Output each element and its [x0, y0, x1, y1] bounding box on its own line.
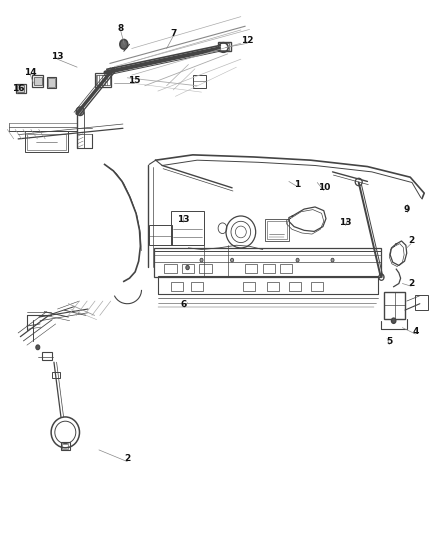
Bar [267, 282, 279, 291]
Ellipse shape [200, 259, 203, 262]
Bar [32, 75, 43, 87]
Bar [384, 292, 405, 319]
Text: 12: 12 [241, 36, 254, 45]
Bar [48, 78, 55, 87]
Bar [218, 42, 231, 51]
Bar [267, 221, 287, 239]
Text: 1: 1 [294, 180, 301, 189]
Bar [158, 276, 378, 294]
Text: 15: 15 [127, 76, 140, 85]
Bar [245, 264, 258, 273]
Bar [171, 211, 204, 245]
Text: 5: 5 [386, 337, 392, 346]
Bar [263, 264, 275, 273]
Bar [61, 442, 70, 450]
Text: 6: 6 [181, 300, 187, 309]
Bar [199, 264, 212, 273]
Ellipse shape [296, 259, 299, 262]
Text: 4: 4 [412, 327, 419, 336]
Bar [220, 43, 230, 50]
Bar [164, 264, 177, 273]
Bar [17, 85, 24, 92]
Ellipse shape [120, 39, 128, 49]
Text: 13: 13 [339, 219, 352, 228]
Bar [25, 131, 68, 152]
Ellipse shape [392, 318, 396, 324]
Bar [280, 264, 292, 273]
Text: 16: 16 [12, 84, 25, 93]
Bar [27, 134, 66, 150]
Bar [193, 75, 206, 88]
Text: 2: 2 [408, 237, 414, 246]
Bar [191, 282, 203, 291]
Ellipse shape [186, 265, 189, 270]
Bar [95, 73, 111, 87]
Text: 10: 10 [318, 183, 330, 192]
Text: 2: 2 [408, 279, 414, 288]
Bar [34, 77, 42, 85]
Bar [182, 264, 194, 273]
Text: 14: 14 [24, 68, 37, 77]
Ellipse shape [76, 107, 84, 116]
Bar [289, 282, 301, 291]
Bar [311, 282, 323, 291]
Ellipse shape [36, 345, 40, 350]
Bar [52, 372, 60, 378]
Bar [16, 84, 25, 93]
Bar [62, 443, 68, 449]
Bar [171, 282, 183, 291]
Bar [243, 282, 255, 291]
Text: 8: 8 [118, 24, 124, 33]
Bar [415, 295, 427, 310]
Text: 2: 2 [124, 455, 131, 463]
Bar [149, 225, 172, 245]
Text: 13: 13 [177, 215, 190, 224]
Bar [46, 77, 56, 88]
Ellipse shape [331, 259, 334, 262]
Text: 13: 13 [51, 52, 64, 61]
Ellipse shape [230, 259, 233, 262]
Text: 9: 9 [403, 205, 410, 214]
Text: 7: 7 [170, 29, 177, 38]
Bar [42, 352, 52, 360]
Bar [153, 248, 381, 277]
Bar [96, 75, 110, 85]
Bar [265, 219, 289, 241]
